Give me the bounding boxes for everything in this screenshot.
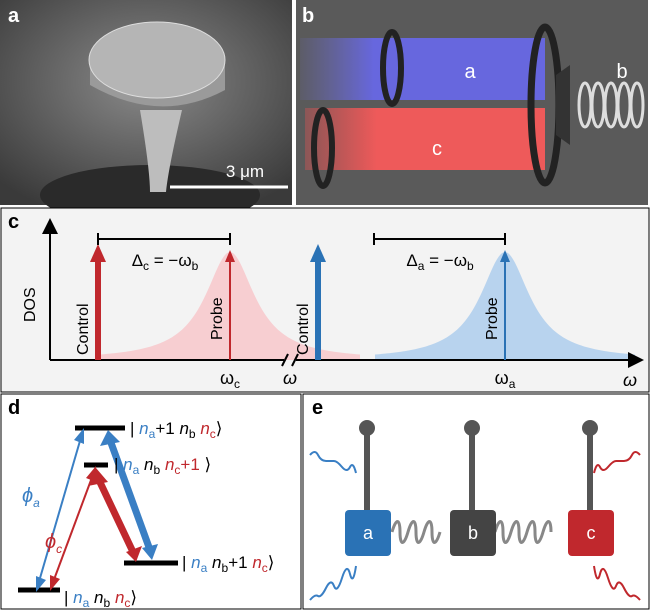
panel-c: Δc = −ωb Δa = −ωb Control Probe Control … [1,208,649,392]
panel-label: a [8,5,20,27]
detuning: Δa = −ωb [406,251,474,273]
mode-label: b [616,61,627,83]
detuning: Δc = −ωb [132,251,199,273]
node-label: a [363,523,374,543]
y-axis-label: DOS [22,287,39,322]
mode-label: c [432,138,442,160]
panel-label: b [302,5,314,27]
break-label: ω [283,368,297,388]
panel-a: 3 μm a [0,0,292,225]
panel-b: a b c b [296,0,648,205]
panel-label: e [312,397,323,419]
arrow-label: Control [295,303,312,355]
scale-bar: 3 μm [226,162,264,181]
x-axis-label: ω [623,370,637,390]
arrow-label: Control [75,303,92,355]
arrow-label: Probe [209,297,226,340]
panel-e: a b c e [303,394,649,609]
mode-label: a [464,61,476,83]
panel-label: c [8,211,19,233]
panel-label: d [8,397,20,419]
arrow-label: Probe [484,297,501,340]
node-label: b [468,523,478,543]
panel-d: ϕa ϕc | na+1 nb nc⟩ | na nb nc+1 ⟩ | na … [1,394,301,610]
figure: 3 μm a a b c b Δc = −ωb Δa = −ωb Control… [0,0,651,610]
node-label: c [587,523,596,543]
